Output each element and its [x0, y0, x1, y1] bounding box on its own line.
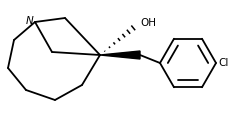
Text: OH: OH [139, 18, 155, 28]
Text: N: N [26, 16, 34, 26]
Text: Cl: Cl [217, 58, 228, 68]
Polygon shape [100, 51, 139, 59]
